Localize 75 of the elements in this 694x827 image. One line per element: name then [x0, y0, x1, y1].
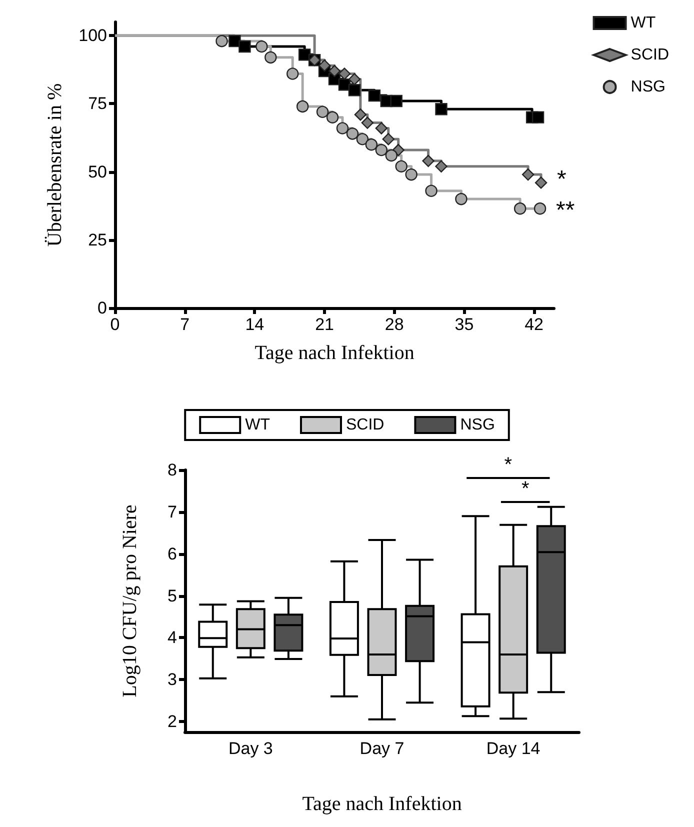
point	[375, 122, 388, 134]
x-tick-label: Day 3	[228, 739, 273, 758]
legend-label: WT	[245, 416, 270, 434]
point	[534, 202, 546, 215]
x-tick-label: 0	[110, 315, 120, 334]
point	[328, 64, 341, 78]
legend-label: SCID	[346, 416, 384, 434]
y-tick-label: 7	[168, 502, 177, 522]
point	[354, 108, 367, 121]
legend-label: WT	[630, 14, 656, 32]
legend-label: NSG	[460, 416, 495, 434]
point	[455, 192, 468, 206]
y-tick-label: 5	[168, 586, 177, 606]
point	[435, 160, 448, 172]
legend-label: NSG	[630, 78, 666, 96]
x-tick-label: 28	[384, 315, 404, 334]
point	[298, 48, 311, 61]
point	[326, 111, 339, 124]
point	[422, 154, 434, 168]
point	[368, 89, 381, 102]
point	[532, 111, 544, 124]
point	[405, 168, 418, 181]
y-tick-label: 8	[168, 460, 177, 480]
point	[522, 168, 534, 181]
point	[425, 184, 438, 197]
y-tick-label: 3	[168, 670, 177, 690]
y-tick-label: 4	[168, 628, 177, 648]
point	[435, 103, 448, 116]
point	[336, 122, 349, 134]
point	[356, 133, 369, 146]
point	[361, 116, 374, 129]
point	[216, 34, 228, 48]
y-tick-label: 50	[88, 162, 107, 182]
point	[395, 160, 408, 172]
annotation: *	[557, 166, 566, 193]
y-axis-title: Überlebensrate in %	[44, 83, 66, 247]
x-tick-label: 14	[245, 315, 264, 334]
point	[256, 40, 268, 53]
x-tick-label: Day 14	[486, 739, 540, 758]
x-axis-title: Tage nach Infektion	[254, 342, 414, 364]
legend-label: SCID	[630, 46, 670, 64]
point	[228, 34, 241, 48]
y-tick-label: 6	[168, 544, 177, 564]
y-tick-label: 2	[168, 712, 177, 732]
point	[286, 68, 299, 80]
x-tick-label: Day 7	[360, 739, 404, 758]
point	[382, 133, 394, 146]
point	[390, 94, 402, 108]
point	[338, 68, 351, 80]
point	[385, 149, 398, 162]
x-tick-label: 35	[454, 315, 474, 334]
annotation: *	[521, 478, 530, 500]
x-axis-title: Tage nach Infektion	[302, 793, 462, 815]
point	[375, 144, 388, 156]
point	[264, 51, 277, 64]
y-tick-label: 100	[78, 26, 107, 46]
y-tick-label: 75	[88, 94, 107, 114]
y-tick-label: 0	[98, 298, 107, 318]
point	[365, 138, 378, 151]
x-tick-label: 42	[524, 315, 544, 334]
x-tick-label: 21	[315, 315, 334, 334]
annotation: *	[504, 454, 512, 476]
x-tick-label: 7	[180, 315, 190, 334]
annotation: **	[556, 197, 575, 224]
y-axis-title: Log10 CFU/g pro Niere	[119, 504, 141, 698]
point	[346, 128, 359, 140]
point	[316, 106, 329, 118]
point	[238, 40, 251, 53]
point	[348, 73, 361, 86]
point	[296, 100, 309, 113]
point	[318, 59, 331, 72]
point	[534, 176, 548, 189]
y-tick-label: 25	[88, 230, 107, 250]
point	[514, 202, 526, 215]
point	[348, 84, 361, 96]
